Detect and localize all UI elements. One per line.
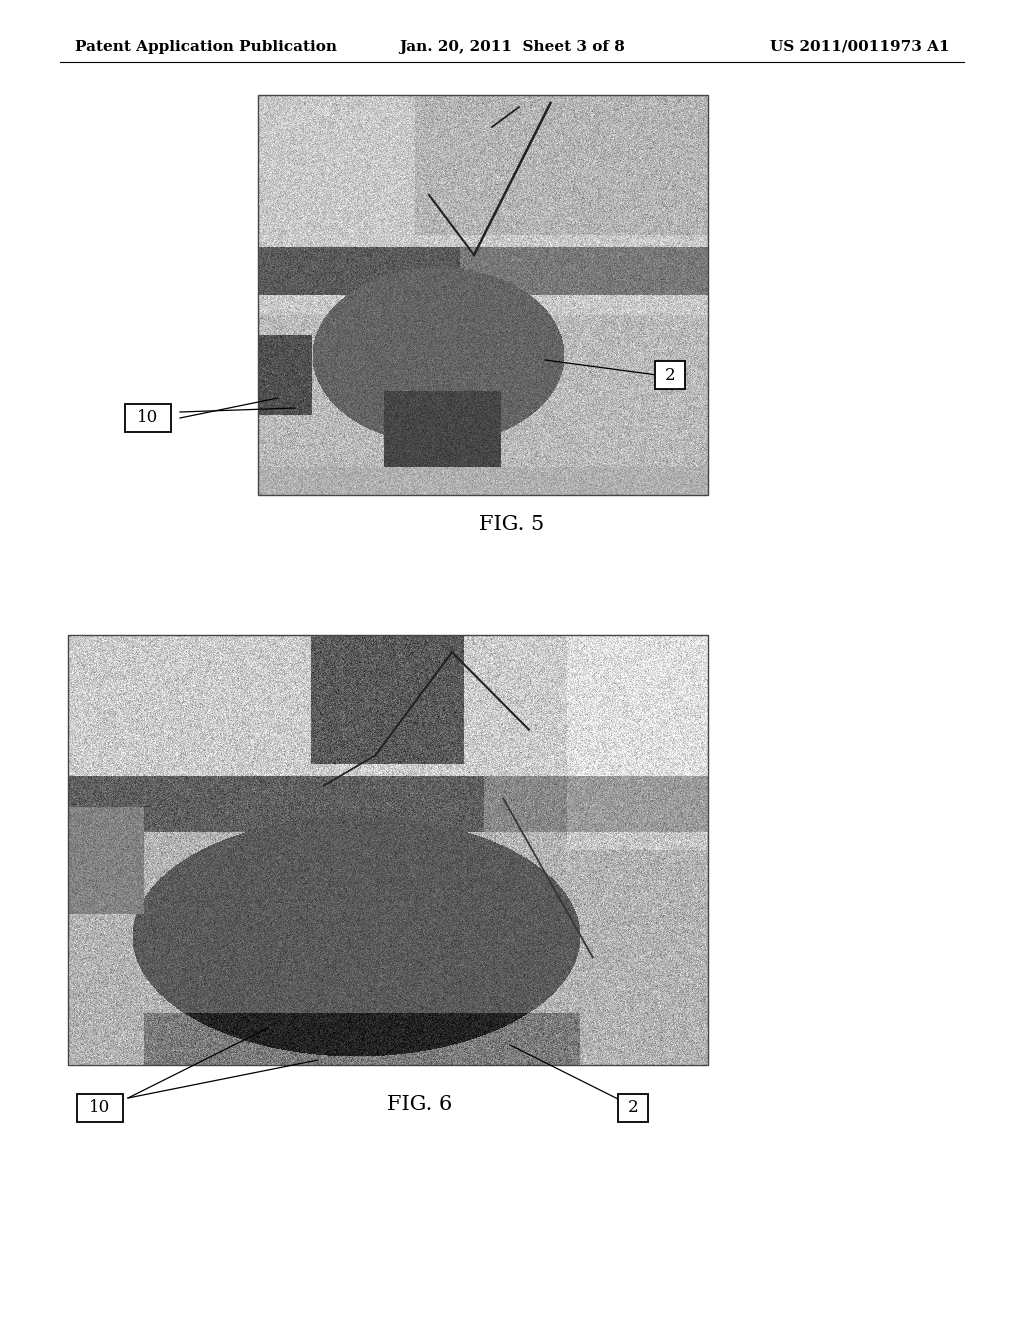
Text: US 2011/0011973 A1: US 2011/0011973 A1 <box>770 40 950 54</box>
FancyBboxPatch shape <box>77 1094 123 1122</box>
Text: FIG. 6: FIG. 6 <box>387 1096 453 1114</box>
Text: FIG. 5: FIG. 5 <box>479 516 545 535</box>
FancyBboxPatch shape <box>618 1094 648 1122</box>
FancyBboxPatch shape <box>655 360 685 389</box>
Text: 2: 2 <box>628 1100 638 1117</box>
Bar <box>68 635 708 1065</box>
Text: 10: 10 <box>89 1100 111 1117</box>
Text: Patent Application Publication: Patent Application Publication <box>75 40 337 54</box>
FancyBboxPatch shape <box>125 404 171 432</box>
Text: 10: 10 <box>137 409 159 426</box>
Text: 2: 2 <box>665 367 675 384</box>
Text: Jan. 20, 2011  Sheet 3 of 8: Jan. 20, 2011 Sheet 3 of 8 <box>399 40 625 54</box>
Bar <box>258 95 708 495</box>
